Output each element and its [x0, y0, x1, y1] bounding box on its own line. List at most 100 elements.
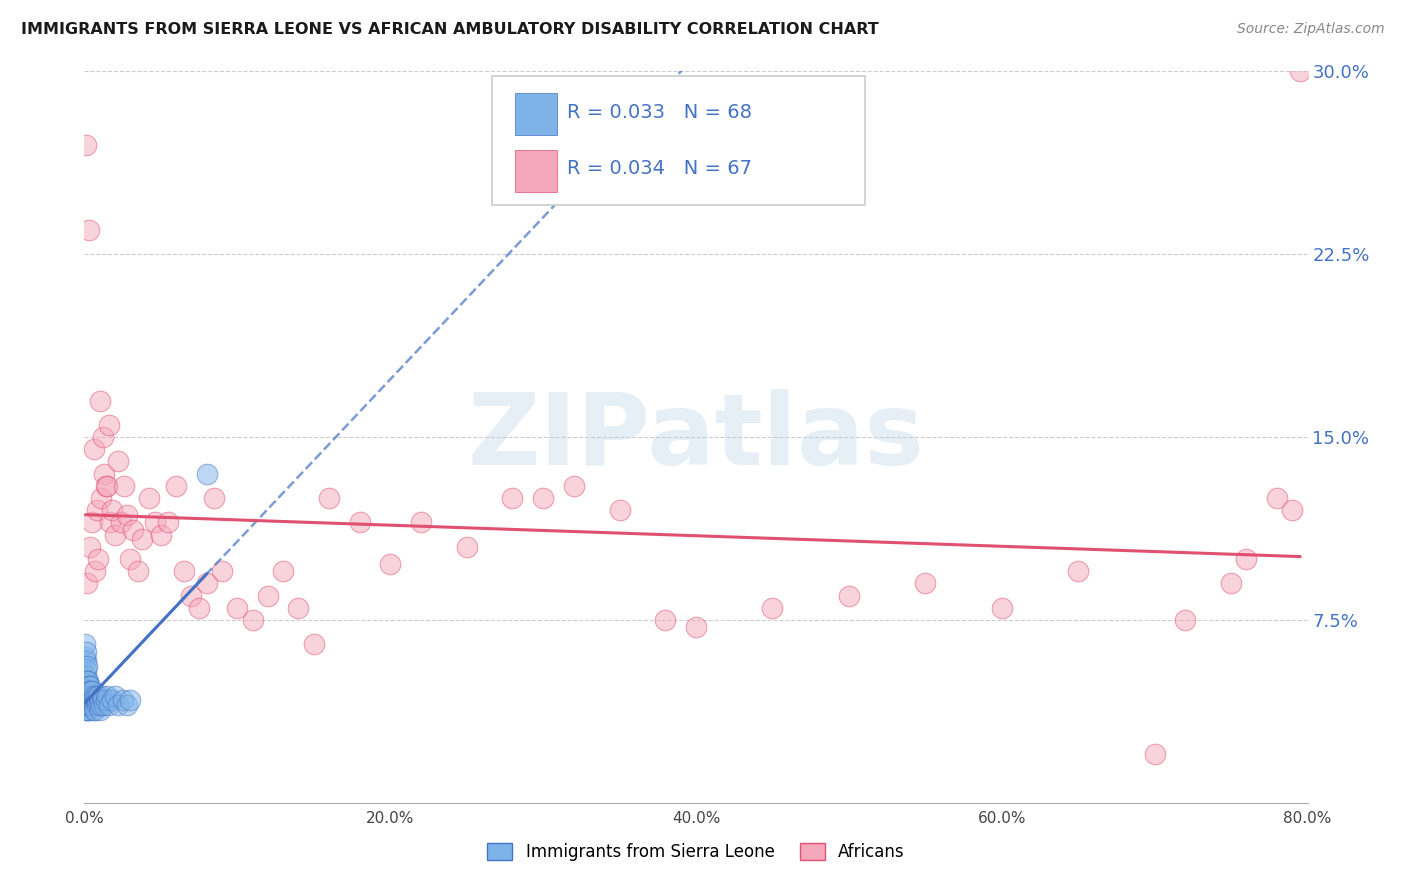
- Point: [502, 491, 524, 505]
- Point: [77, 693, 100, 707]
- Text: R = 0.034   N = 67: R = 0.034 N = 67: [567, 159, 752, 178]
- Point: [80, 683, 103, 698]
- Point: [409, 516, 432, 530]
- Point: [75, 654, 97, 668]
- Point: [76, 659, 98, 673]
- Point: [83, 689, 105, 703]
- Point: [111, 693, 134, 707]
- Point: [98, 516, 121, 530]
- Point: [131, 533, 153, 547]
- Point: [110, 516, 132, 530]
- Point: [914, 576, 936, 591]
- Point: [75, 645, 97, 659]
- Point: [143, 516, 166, 530]
- Point: [101, 693, 124, 707]
- Point: [1220, 576, 1243, 591]
- Point: [115, 508, 138, 522]
- Point: [96, 479, 118, 493]
- Point: [83, 442, 105, 457]
- Point: [76, 689, 98, 703]
- Point: [211, 564, 233, 578]
- Point: [77, 698, 100, 713]
- Point: [838, 589, 860, 603]
- Point: [80, 698, 103, 713]
- Point: [76, 673, 98, 688]
- Point: [76, 703, 98, 717]
- Point: [76, 673, 98, 688]
- Point: [90, 491, 112, 505]
- Point: [79, 698, 101, 713]
- Point: [83, 698, 105, 713]
- Point: [79, 679, 101, 693]
- Point: [173, 564, 195, 578]
- Point: [97, 417, 120, 432]
- Point: [685, 620, 707, 634]
- Point: [76, 689, 98, 703]
- Point: [195, 576, 218, 591]
- Point: [101, 503, 124, 517]
- Point: [80, 693, 103, 707]
- Point: [80, 516, 103, 530]
- Point: [79, 540, 101, 554]
- Point: [75, 649, 97, 664]
- Point: [609, 503, 631, 517]
- Point: [94, 693, 117, 707]
- Point: [165, 479, 187, 493]
- Point: [79, 693, 101, 707]
- Point: [1289, 64, 1312, 78]
- Point: [76, 679, 98, 693]
- Text: Source: ZipAtlas.com: Source: ZipAtlas.com: [1237, 22, 1385, 37]
- Point: [75, 669, 97, 683]
- Point: [104, 527, 127, 541]
- Point: [91, 693, 114, 707]
- Point: [180, 589, 202, 603]
- Point: [991, 600, 1014, 615]
- Point: [122, 523, 145, 537]
- Point: [84, 564, 107, 578]
- Point: [1281, 503, 1303, 517]
- Point: [89, 393, 111, 408]
- Point: [654, 613, 676, 627]
- Point: [188, 600, 211, 615]
- Point: [94, 479, 117, 493]
- Point: [83, 703, 105, 717]
- Point: [97, 698, 120, 713]
- Point: [86, 698, 108, 713]
- Point: [80, 698, 103, 713]
- Point: [149, 527, 172, 541]
- Point: [84, 689, 107, 703]
- Point: [75, 637, 97, 651]
- Point: [77, 698, 100, 713]
- Point: [91, 689, 114, 703]
- Point: [195, 467, 218, 481]
- Point: [76, 693, 98, 707]
- Point: [89, 703, 111, 717]
- Point: [86, 693, 108, 707]
- Point: [107, 454, 129, 468]
- Point: [1067, 564, 1090, 578]
- Text: ZIPatlas: ZIPatlas: [468, 389, 924, 485]
- Point: [79, 689, 101, 703]
- Point: [75, 137, 97, 152]
- Point: [76, 703, 98, 717]
- Point: [226, 600, 249, 615]
- Point: [87, 552, 110, 566]
- Point: [80, 689, 103, 703]
- Point: [89, 693, 111, 707]
- Point: [93, 467, 115, 481]
- Point: [107, 698, 129, 713]
- Point: [87, 698, 110, 713]
- Point: [562, 479, 585, 493]
- Point: [77, 698, 100, 713]
- Point: [138, 491, 160, 505]
- Point: [77, 683, 100, 698]
- Point: [84, 693, 107, 707]
- Point: [456, 540, 478, 554]
- Point: [242, 613, 264, 627]
- Point: [1174, 613, 1197, 627]
- Point: [75, 673, 97, 688]
- Point: [77, 683, 100, 698]
- Point: [127, 564, 149, 578]
- Point: [75, 686, 97, 700]
- Point: [76, 673, 98, 688]
